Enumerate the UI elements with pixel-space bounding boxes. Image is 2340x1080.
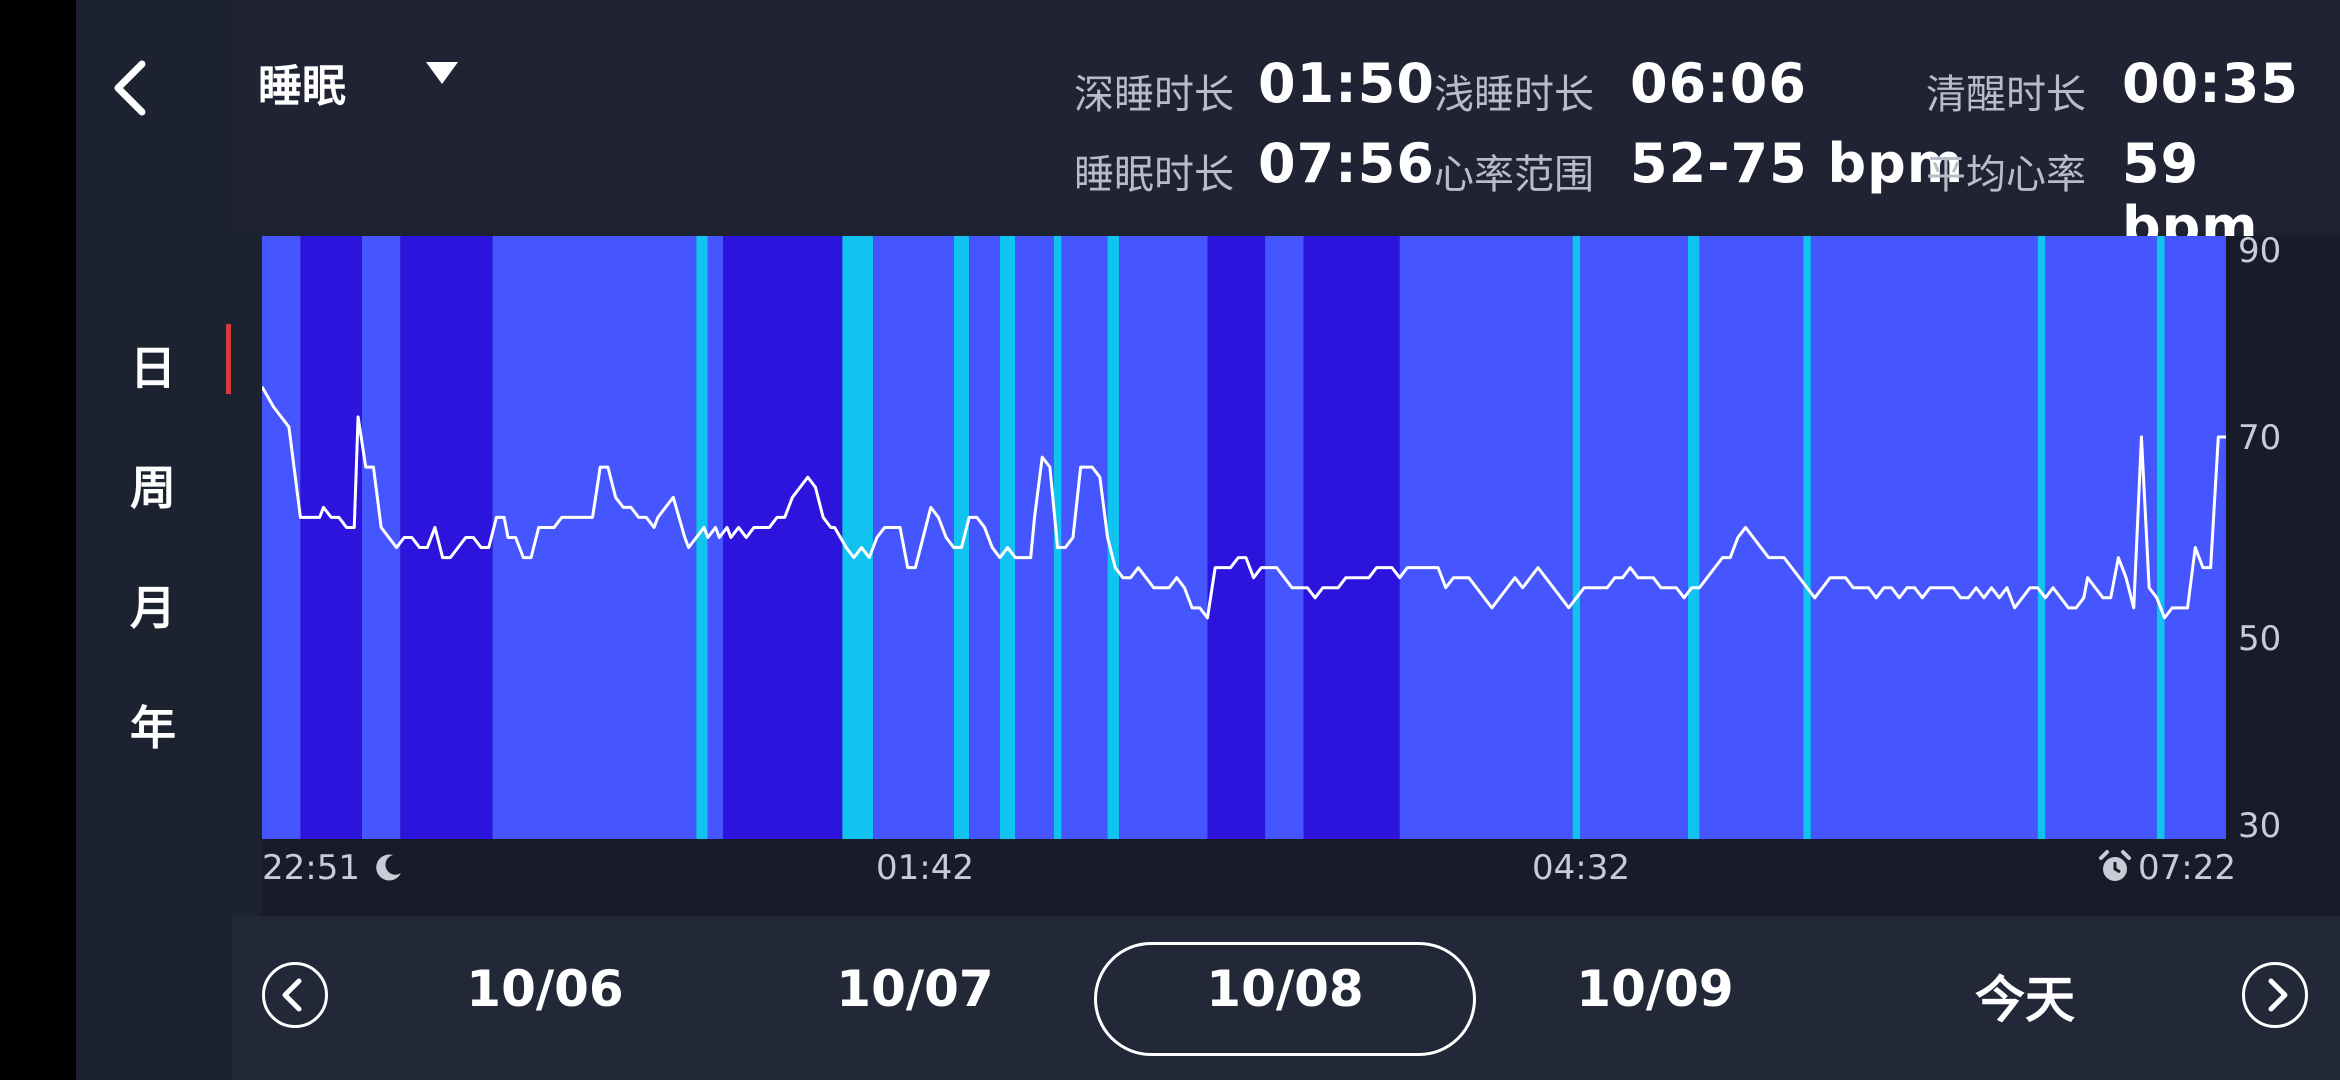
sleep-stage-awake-27 <box>1803 236 1811 839</box>
heart-rate-range-value: 52-75 bpm <box>1630 132 1965 195</box>
sleep-stage-light-32 <box>2164 236 2226 839</box>
sleep-stage-light-28 <box>1810 236 2038 839</box>
sleep-stage-deep-19 <box>1207 236 1266 839</box>
prev-date-button[interactable] <box>262 962 328 1028</box>
back-button[interactable] <box>104 56 156 120</box>
sleep-duration-label: 睡眠时长 <box>1074 152 1234 198</box>
sleep-stage-light-16 <box>1061 236 1108 839</box>
date-item-1009[interactable]: 10/09 <box>1576 960 1734 1018</box>
alarm-clock-icon <box>2099 850 2131 881</box>
sleep-stage-light-6 <box>707 236 724 839</box>
sleep-stage-light-14 <box>1015 236 1054 839</box>
light-sleep-value: 06:06 <box>1630 52 1807 115</box>
tab-day[interactable]: 日 <box>130 341 176 395</box>
sleep-stage-light-12 <box>969 236 1000 839</box>
sleep-stage-awake-17 <box>1107 236 1120 839</box>
sleep-stage-light-26 <box>1699 236 1804 839</box>
sleep-stage-deep-21 <box>1303 236 1400 839</box>
sleep-chart: 30 50 70 90 <box>262 236 2340 916</box>
sleep-stage-light-22 <box>1399 236 1573 839</box>
sleep-stage-deep-1 <box>300 236 362 839</box>
sleep-stage-awake-29 <box>2037 236 2046 839</box>
awake-value: 00:35 <box>2122 52 2299 115</box>
moon-icon <box>376 854 401 881</box>
awake-label: 清醒时长 <box>1926 72 2086 118</box>
chevron-left-circle-icon <box>282 978 302 1012</box>
light-sleep-label: 浅睡时长 <box>1434 72 1594 118</box>
sleep-stage-awake-9 <box>850 236 874 839</box>
x-tick-2: 01:42 <box>876 848 974 888</box>
y-tick-90: 90 <box>2238 236 2281 271</box>
active-tab-indicator <box>226 324 231 394</box>
heart-rate-range-label: 心率范围 <box>1434 152 1594 198</box>
sleep-stage-deep-7 <box>723 236 843 839</box>
date-item-1007[interactable]: 10/07 <box>836 960 994 1018</box>
x-tick-end: 07:22 <box>2098 848 2236 888</box>
sleep-stage-awake-5 <box>696 236 708 839</box>
sleep-stage-awake-25 <box>1687 236 1700 839</box>
tab-week[interactable]: 周 <box>130 461 176 515</box>
sleep-stage-light-10 <box>873 236 954 839</box>
sleep-stage-awake-13 <box>999 236 1016 839</box>
sleep-stage-light-24 <box>1580 236 1688 839</box>
y-tick-50: 50 <box>2238 619 2281 659</box>
sleep-chart-svg: 30 50 70 90 <box>262 236 2281 846</box>
header-panel <box>232 0 2340 232</box>
sleep-stage-light-30 <box>2045 236 2157 839</box>
period-sidebar <box>76 0 232 1080</box>
deep-sleep-value: 01:50 <box>1258 52 1435 115</box>
sleep-stage-light-2 <box>361 236 401 839</box>
avg-heart-rate-label: 平均心率 <box>1926 152 2086 198</box>
sleep-stage-light-20 <box>1265 236 1304 839</box>
sleep-stage-awake-23 <box>1572 236 1581 839</box>
sleep-stage-light-18 <box>1119 236 1208 839</box>
tab-year[interactable]: 年 <box>130 701 176 755</box>
sleep-stage-awake-11 <box>953 236 970 839</box>
selected-date-highlight <box>1094 942 1476 1056</box>
sleep-stage-deep-3 <box>400 236 493 839</box>
chevron-left-icon <box>114 60 146 116</box>
y-tick-70: 70 <box>2238 418 2281 458</box>
sleep-stage-awake-31 <box>2156 236 2165 839</box>
sleep-stage-awake-8 <box>842 236 851 839</box>
sleep-stage-light-0 <box>262 236 301 839</box>
caret-down-icon[interactable] <box>426 62 458 84</box>
date-item-1006[interactable]: 10/06 <box>466 960 624 1018</box>
chevron-right-circle-icon <box>2268 978 2288 1012</box>
sleep-duration-value: 07:56 <box>1258 132 1435 195</box>
deep-sleep-label: 深睡时长 <box>1074 72 1234 118</box>
date-item-1008[interactable]: 10/08 <box>1206 960 1364 1018</box>
x-tick-start: 22:51 <box>262 848 403 888</box>
x-tick-3: 04:32 <box>1532 848 1630 888</box>
heart-rate-line <box>262 386 2226 620</box>
date-item-today[interactable]: 今天 <box>1975 971 2075 1029</box>
page-title: 睡眠 <box>258 61 346 112</box>
tab-month[interactable]: 月 <box>130 581 176 635</box>
sleep-stage-light-4 <box>492 236 697 839</box>
y-tick-30: 30 <box>2238 806 2281 846</box>
next-date-button[interactable] <box>2242 962 2308 1028</box>
